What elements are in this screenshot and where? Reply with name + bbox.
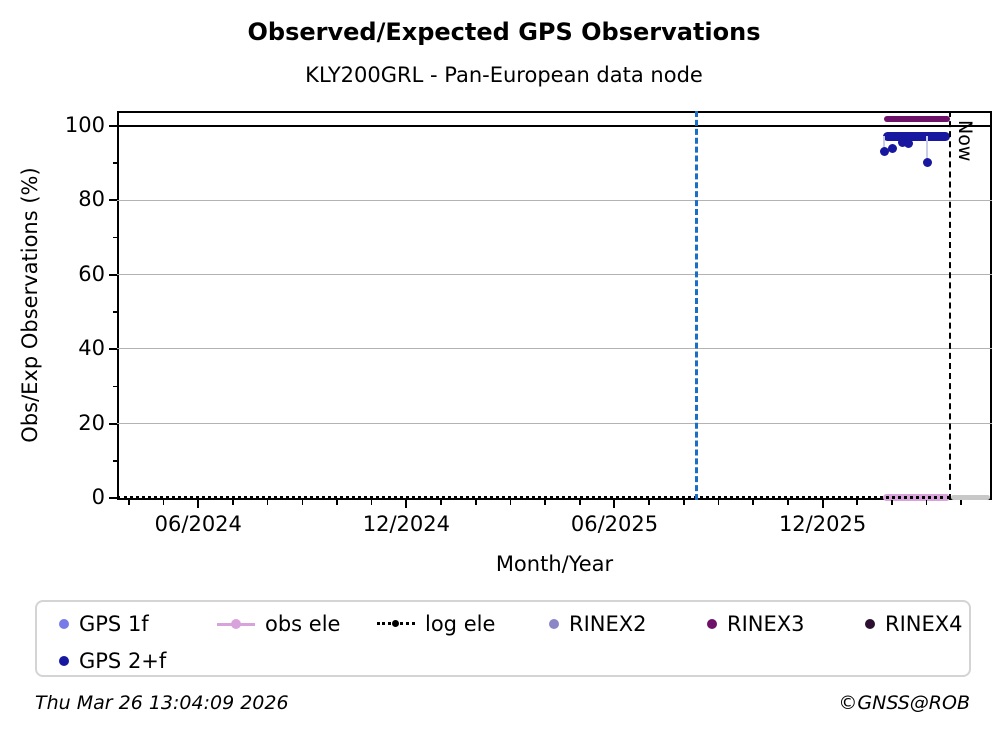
x-axis-minor-tick [370,500,373,505]
legend-item-gps-1f: GPS 1f [59,610,149,638]
y-axis-tick [109,273,117,276]
chart-title: Observed/Expected GPS Observations [247,18,761,46]
x-tick-label: 12/2024 [362,512,450,536]
x-axis-minor-tick [891,500,893,505]
grid-line [117,274,992,276]
x-axis-label: Month/Year [495,552,614,576]
y-axis-minor-tick [112,311,117,313]
reference-line-100 [117,124,992,127]
x-axis-tick [821,500,824,508]
data-point-gps-2+f [903,139,913,149]
x-axis-tick [405,500,408,508]
data-point-gps-2+f [922,157,932,167]
legend-item-obs-ele: obs ele [217,610,340,638]
gps-1f-marker-icon [59,619,69,629]
x-axis-tick [197,500,200,508]
series-stem [883,136,886,152]
y-axis-minor-tick [112,459,117,462]
x-tick-label: 06/2025 [570,512,659,536]
series-stem [926,136,929,163]
x-axis-minor-tick [856,500,859,505]
x-axis-minor-tick [925,500,928,505]
y-axis-minor-tick [112,162,117,165]
y-tick-label: 80 [78,187,105,212]
x-axis-minor-tick [717,500,720,505]
now-dashed-line [948,111,951,500]
x-axis-minor-tick [266,500,269,505]
legend-label: GPS 1f [79,612,149,636]
x-axis-minor-tick [128,500,130,505]
legend-item-rinex2: RINEX2 [549,610,647,638]
y-axis-tick [109,348,117,351]
y-axis-tick [109,199,117,202]
rinex2-marker-icon [549,619,559,629]
rinex3-marker-icon [707,619,717,629]
obs-ele-marker-icon [217,619,255,629]
plot-timestamp: Thu Mar 26 13:04:09 2026 [35,692,289,714]
legend-label: obs ele [265,612,341,636]
series-segment-rinex3 [883,115,950,122]
legend-label: RINEX3 [727,612,805,636]
y-axis-label: Obs/Exp Observations (%) [18,167,42,443]
data-point-gps-2+f [888,144,898,154]
x-axis-minor-tick [648,500,650,505]
legend-item-rinex3: RINEX3 [707,610,805,638]
y-tick-label: 0 [91,484,105,509]
legend-label: RINEX2 [569,612,647,636]
x-axis-minor-tick [232,500,234,505]
data-gap-dashed-line [695,111,699,500]
x-axis-minor-tick [474,500,477,505]
x-axis-minor-tick [544,500,546,505]
x-axis-minor-tick [509,500,512,505]
grid-line [117,422,992,424]
x-axis-minor-tick [301,500,304,505]
x-tick-label: 06/2024 [154,512,242,536]
y-axis-tick [109,496,117,499]
y-axis-minor-tick [112,236,117,239]
chart-subtitle: KLY200GRL - Pan-European data node [305,63,703,87]
now-annotation: Now [954,120,977,162]
x-axis-minor-tick [683,500,685,505]
x-axis-minor-tick [440,500,442,505]
plot-area [117,111,992,500]
legend-label: GPS 2+f [79,649,167,673]
legend-item-gps-2-f: GPS 2+f [59,647,166,675]
grid-line [117,348,992,350]
x-axis-minor-tick [752,500,754,505]
y-axis-tick [109,422,117,425]
y-tick-label: 20 [78,410,105,435]
rinex4-marker-icon [865,619,875,629]
gps-2-f-marker-icon [59,656,69,666]
legend-label: log ele [425,612,496,636]
y-tick-label: 100 [64,113,105,138]
legend-box: GPS 1f obs ele log ele RINEX2 RINEX3 RINEX4 GP… [35,600,971,677]
legend-item-rinex4: RINEX4 [865,610,963,638]
y-tick-label: 60 [78,261,105,286]
series-dotted-log-ele [117,496,951,500]
legend-label: RINEX4 [885,612,963,636]
series-band-gps-2+f [883,131,950,141]
legend-item-log-ele: log ele [377,610,495,638]
y-axis-tick [109,125,117,128]
y-axis-minor-tick [112,385,117,388]
series-segment-obs-ele-future [950,495,990,501]
x-axis-minor-tick [336,500,338,505]
data-point-gps-2+f [897,138,907,148]
x-axis-minor-tick [787,500,789,505]
grid-line [117,199,992,201]
copyright-credit: ©GNSS@ROB [838,692,970,714]
x-tick-label: 12/2025 [778,512,867,536]
x-axis-minor-tick [578,500,581,505]
data-point-gps-2+f [879,147,889,157]
y-tick-label: 40 [78,336,105,361]
x-axis-minor-tick [162,500,165,505]
x-axis-minor-tick [960,500,963,505]
x-axis-tick [613,500,616,508]
log-ele-marker-icon [377,619,415,629]
